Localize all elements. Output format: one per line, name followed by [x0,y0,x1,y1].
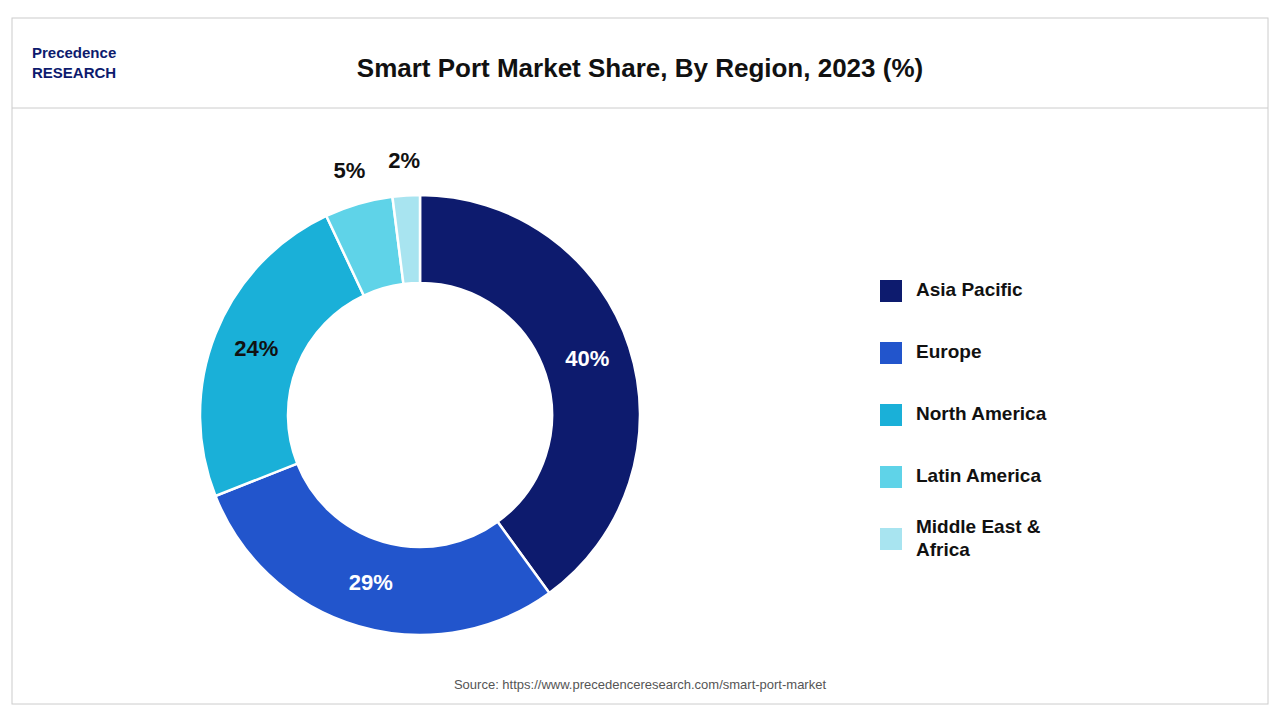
legend: Asia Pacific Europe North America Latin Ame… [880,279,1047,560]
legend-swatch [880,528,902,550]
donut-slice [200,216,364,496]
page-frame [12,18,1268,704]
chart: Smart Port Market Share, By Region, 2023… [0,0,1280,720]
title-rule [12,108,1268,109]
legend-swatch [880,342,902,364]
data-label: 5% [334,158,366,183]
donut [200,195,640,635]
data-label: 24% [234,336,278,361]
data-label: 2% [388,148,420,173]
legend-swatch [880,280,902,302]
data-label: 29% [349,570,393,595]
legend-label: Asia Pacific [916,279,1023,300]
data-labels: 40% 29% 24% 5% 2% [234,148,609,595]
source: Source: https://www.precedenceresearch.c… [454,677,826,692]
legend-swatch [880,404,902,426]
legend-label: Middle East &Africa [916,516,1041,560]
title: Smart Port Market Share, By Region, 2023… [357,53,923,83]
legend-label: Latin America [916,465,1041,486]
donut-slice [420,195,640,593]
legend-swatch [880,466,902,488]
donut-slice [326,197,403,296]
legend-label: Europe [916,341,981,362]
donut-slice [215,464,549,635]
logo-text: PrecedenceRESEARCH [32,44,116,81]
legend-label: North America [916,403,1047,424]
donut-slice [392,195,420,284]
data-label: 40% [565,346,609,371]
